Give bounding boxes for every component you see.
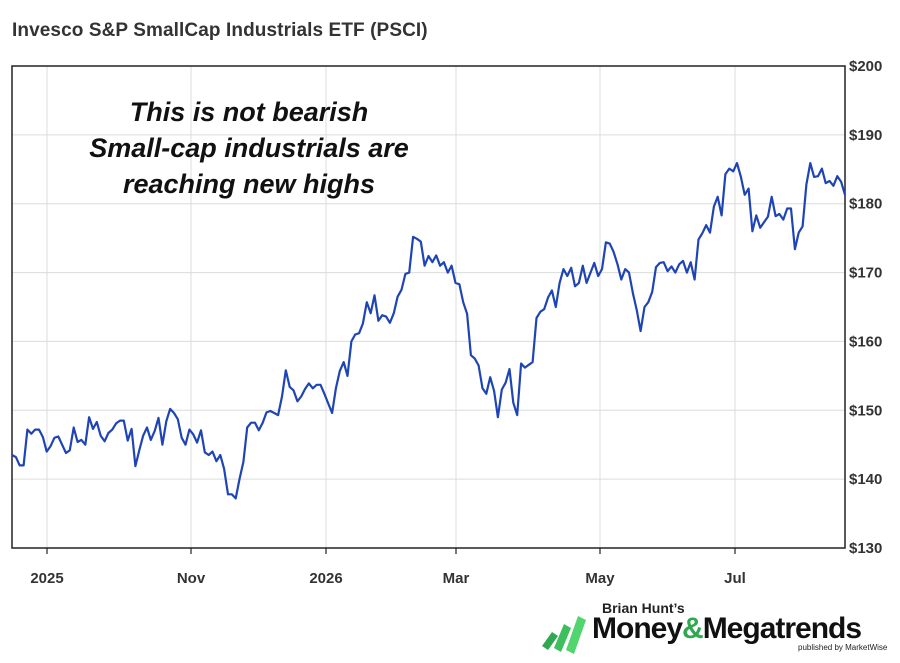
plot-frame — [11, 65, 846, 549]
y-tick-label: $170 — [849, 265, 882, 282]
series-line-psci — [11, 162, 847, 500]
annotation-line: reaching new highs — [123, 169, 375, 199]
logo-wordmark: Money&Megatrends — [592, 612, 862, 646]
y-tick-label: $180 — [849, 196, 882, 213]
x-tick-label: 2025 — [30, 570, 63, 587]
x-tick-label: 2026 — [309, 570, 342, 587]
x-tick-label: Mar — [443, 570, 470, 587]
brand-logo: Brian Hunt’s Money&Megatrends published … — [540, 598, 890, 658]
annotation-line: Small-cap industrials are — [89, 133, 409, 163]
y-tick-label: $160 — [849, 333, 882, 350]
chart-title: Invesco S&P SmallCap Industrials ETF (PS… — [12, 20, 428, 41]
logo-ampersand: & — [682, 612, 704, 645]
logo-publisher: published by MarketWise — [798, 643, 888, 652]
y-tick-label: $140 — [849, 471, 882, 488]
x-tick-label: May — [585, 570, 615, 587]
annotation: This is not bearish Small-cap industrials… — [89, 97, 409, 199]
logo-kicker: Brian Hunt’s — [602, 600, 685, 616]
chart-area: 2025 Nov 2026 Mar May Jul $130 $140 $150 $160 $17… — [11, 58, 882, 587]
x-tick-label: Jul — [724, 570, 746, 587]
logo-word-money: Money — [592, 612, 683, 645]
annotation-line: This is not bearish — [130, 97, 369, 127]
y-tick-label: $200 — [849, 58, 882, 75]
gridlines — [12, 65, 845, 549]
y-tick-label: $150 — [849, 402, 882, 419]
y-tick-labels: $130 $140 $150 $160 $170 $180 $190 $200 — [849, 58, 882, 557]
y-tick-label: $190 — [849, 127, 882, 144]
x-tick-label: Nov — [177, 570, 206, 587]
bar-chart-logo-icon — [542, 616, 586, 654]
x-tick-labels: 2025 Nov 2026 Mar May Jul — [30, 548, 746, 587]
y-tick-label: $130 — [849, 540, 882, 557]
logo-word-megatrends: Megatrends — [702, 612, 862, 645]
